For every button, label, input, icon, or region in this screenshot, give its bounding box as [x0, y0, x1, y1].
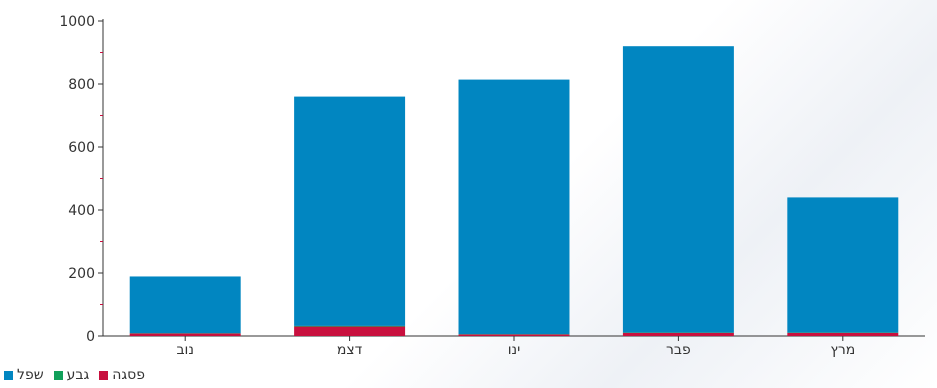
y-tick-label: 800	[68, 77, 95, 93]
legend-item: שפל	[4, 367, 44, 383]
legend-swatch	[99, 370, 109, 380]
bar-segment	[294, 325, 406, 327]
bar-segment	[622, 332, 734, 336]
legend-label: גבע	[66, 367, 90, 383]
y-tick-label: 1000	[59, 14, 95, 30]
y-tick-label: 600	[68, 140, 95, 156]
bar-segment	[129, 333, 241, 336]
bar-segment	[787, 197, 899, 333]
x-tick-label: דצמ	[337, 342, 363, 358]
legend-item: פסגה	[99, 367, 145, 383]
legend-item: גבע	[53, 367, 90, 383]
y-tick-label: 400	[68, 203, 95, 219]
bar-segment	[787, 332, 899, 336]
x-tick-label: ינו	[508, 342, 521, 358]
bar-segment	[458, 79, 570, 335]
x-tick-label: נוב	[176, 342, 194, 358]
x-tick-label: מרץ	[830, 342, 855, 358]
y-tick-label: 200	[68, 266, 95, 282]
legend-label: פסגה	[112, 367, 146, 383]
legend-swatch	[53, 370, 63, 380]
legend-swatch	[4, 370, 13, 380]
x-tick-label: פבר	[666, 342, 691, 358]
chart-bars	[129, 46, 899, 336]
chart-labels: 0 200 400 600 800 1000 נוב דצמ ינו פבר מרץ	[59, 14, 855, 358]
chart-legend: פסגה גבע שפל	[4, 367, 145, 383]
y-tick-label: 0	[86, 329, 95, 345]
bar-segment	[294, 96, 406, 326]
legend-label: שפל	[17, 367, 44, 383]
bar-segment	[458, 334, 570, 336]
bar-segment	[129, 276, 241, 334]
bar-segment	[294, 326, 406, 336]
bar-segment	[622, 46, 734, 333]
